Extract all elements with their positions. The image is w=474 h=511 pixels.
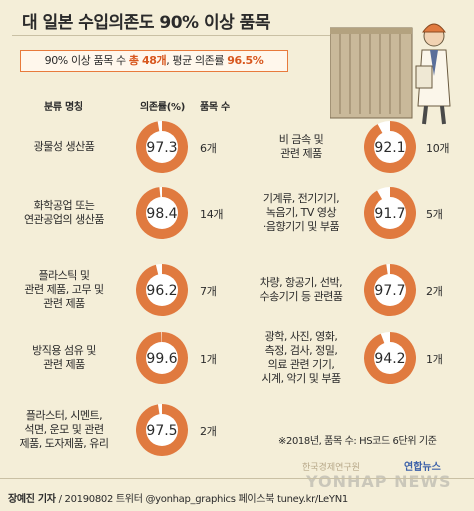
item-label: 비 금속 및 관련 제품: [240, 133, 362, 161]
summary-prefix: 90% 이상 품목 수: [44, 54, 129, 67]
dependency-item: 화학공업 또는 연관공업의 생산품 98.4 14개: [0, 183, 234, 243]
donut-hole: [374, 131, 406, 163]
item-label-line: 비 금속 및: [278, 133, 324, 146]
item-label-line: 플라스틱 및: [38, 269, 90, 282]
rate-value: 97.3: [146, 140, 177, 156]
donut-hole: [146, 342, 178, 374]
item-label-line: 관련 제품: [43, 297, 85, 310]
item-label-line: 차량, 항공기, 선박,: [259, 276, 343, 289]
item-label-line: 방직용 섬유 및: [32, 344, 96, 357]
item-label-line: 플라스터, 시멘트,: [25, 409, 103, 422]
rate-donut: 92.1: [364, 121, 416, 173]
header-rate: 의존률(%): [140, 102, 185, 113]
summary-box: 90% 이상 품목 수 총 48개, 평균 의존률 96.5%: [20, 50, 288, 72]
rate-donut: 91.7: [364, 187, 416, 239]
item-label-line: 기계류, 전기기기,: [262, 192, 340, 205]
donut-hole: [374, 274, 406, 306]
item-label-line: ·음향기기 및 부품: [262, 220, 340, 233]
item-label: 플라스틱 및 관련 제품, 고무 및 관련 제품: [0, 269, 128, 311]
item-label-line: 연관공업의 생산품: [24, 213, 104, 226]
item-label: 차량, 항공기, 선박, 수송기기 등 관련품: [240, 276, 362, 304]
item-label-line: 측정, 검사, 정밀,: [264, 344, 338, 357]
rate-donut: 98.4: [136, 187, 188, 239]
rate-value: 98.4: [146, 206, 177, 222]
item-count: 1개: [200, 353, 217, 366]
dependency-item: 비 금속 및 관련 제품 92.1 10개: [240, 117, 474, 177]
rate-donut: 99.6: [136, 332, 189, 384]
rate-value: 92.1: [374, 140, 405, 156]
item-label-line: 광물성 생산품: [33, 140, 95, 153]
rate-value: 96.2: [146, 283, 177, 299]
rate-donut: 97.3: [136, 121, 188, 173]
rate-donut: 97.5: [136, 404, 188, 456]
donut-hole: [146, 197, 178, 229]
item-count: 5개: [426, 208, 443, 221]
footer-divider: [0, 478, 474, 479]
header-count: 품목 수: [200, 102, 230, 113]
item-label-line: 관련 제품: [280, 147, 322, 160]
rate-value: 99.6: [146, 351, 177, 367]
item-label-line: 광학, 사진, 영화,: [264, 330, 338, 343]
item-count: 2개: [200, 425, 217, 438]
summary-mid: , 평균 의존률: [166, 54, 228, 67]
item-count: 2개: [426, 285, 443, 298]
item-count: 1개: [426, 353, 443, 366]
dependency-item: 차량, 항공기, 선박, 수송기기 등 관련품 97.7 2개: [240, 260, 474, 320]
footnote: ※2018년, 품목 수: HS코드 6단위 기준: [278, 436, 437, 447]
item-label-line: 제품, 도자제품, 유리: [19, 437, 109, 450]
donut-hole: [146, 414, 178, 446]
dependency-item: 플라스틱 및 관련 제품, 고무 및 관련 제품 96.2 7개: [0, 260, 234, 320]
donut-hole: [374, 342, 406, 374]
credit-author: 장예진 기자: [8, 494, 56, 505]
title-divider: [12, 35, 332, 36]
rate-donut: 94.2: [364, 332, 416, 384]
dependency-item: 방직용 섬유 및 관련 제품 99.6 1개: [0, 328, 234, 388]
item-label: 기계류, 전기기기, 녹음기, TV 영상 ·음향기기 및 부품: [240, 192, 362, 234]
watermark-agency: YONHAP NEWS: [306, 472, 452, 491]
item-count: 7개: [200, 285, 217, 298]
item-label-line: 녹음기, TV 영상: [265, 206, 337, 219]
item-count: 6개: [200, 142, 217, 155]
dependency-item: 광학, 사진, 영화, 측정, 검사, 정밀, 의료 관련 기기, 시계, 악기 및 …: [240, 328, 474, 388]
summary-average: 96.5%: [227, 54, 264, 67]
item-label-line: 관련 제품, 고무 및: [24, 283, 104, 296]
donut-hole: [146, 274, 178, 306]
rate-value: 97.7: [374, 283, 405, 299]
rate-value: 94.2: [374, 351, 405, 367]
dependency-item: 기계류, 전기기기, 녹음기, TV 영상 ·음향기기 및 부품 91.7 5개: [240, 183, 474, 243]
credit-line: 장예진 기자 / 20190802 트위터 @yonhap_graphics 페…: [8, 490, 348, 505]
rate-donut: 97.7: [364, 264, 416, 316]
summary-count: 총 48개: [128, 54, 167, 67]
donut-hole: [374, 197, 406, 229]
item-label-line: 석면, 운모 및 관련: [24, 423, 104, 436]
item-label: 광물성 생산품: [0, 140, 128, 154]
item-label-line: 수송기기 등 관련품: [259, 290, 343, 303]
page-title: 대 일본 수입의존도 90% 이상 품목: [22, 13, 270, 33]
item-label: 화학공업 또는 연관공업의 생산품: [0, 199, 128, 227]
credit-rest: / 20190802 트위터 @yonhap_graphics 페이스북 tun…: [55, 494, 349, 505]
item-label: 플라스터, 시멘트, 석면, 운모 및 관련 제품, 도자제품, 유리: [0, 409, 128, 451]
item-label-line: 화학공업 또는: [33, 199, 95, 212]
donut-hole: [146, 131, 178, 163]
header-category: 분류 명칭: [44, 102, 83, 113]
rate-donut: 96.2: [136, 264, 188, 316]
item-label-line: 시계, 악기 및 부품: [261, 372, 341, 385]
worker-container-illustration: [330, 23, 451, 125]
rate-value: 97.5: [146, 423, 177, 439]
watermark-news: 연합뉴스: [404, 462, 441, 473]
item-label: 방직용 섬유 및 관련 제품: [0, 344, 128, 372]
item-label-line: 의료 관련 기기,: [267, 358, 335, 371]
rate-value: 91.7: [374, 206, 405, 222]
item-count: 10개: [426, 142, 450, 155]
dependency-item: 광물성 생산품 97.3 6개: [0, 117, 234, 177]
item-count: 14개: [200, 208, 224, 221]
watermark-org: 한국경제연구원: [302, 463, 360, 473]
item-label-line: 관련 제품: [43, 358, 85, 371]
item-label: 광학, 사진, 영화, 측정, 검사, 정밀, 의료 관련 기기, 시계, 악기 및 …: [240, 330, 362, 386]
dependency-item: 플라스터, 시멘트, 석면, 운모 및 관련 제품, 도자제품, 유리 97.5 2개: [0, 400, 234, 460]
